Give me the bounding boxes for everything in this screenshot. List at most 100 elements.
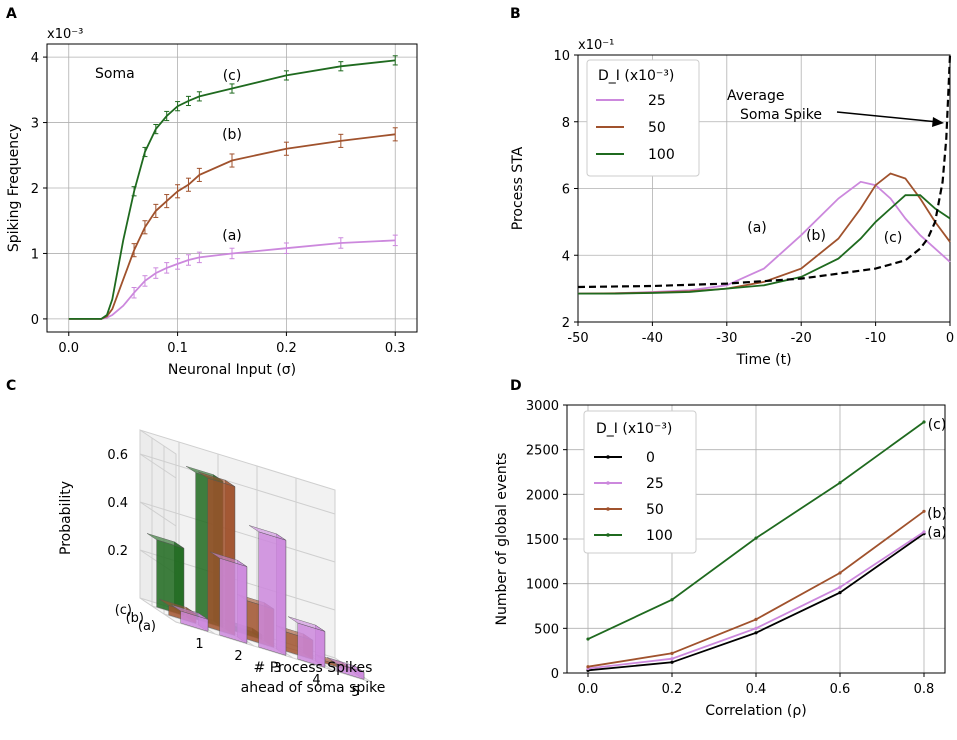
series-label-c: (c) [928, 417, 947, 433]
legend-title: D_I (x10⁻³) [598, 68, 674, 84]
data-point [838, 481, 842, 485]
panel-letter-b: B [510, 6, 521, 22]
x-tick-label: 0.3 [385, 341, 406, 356]
data-point [754, 536, 758, 540]
bar-front [258, 531, 287, 656]
x-tick-label: 4 [312, 673, 320, 688]
x-tick-label: 0.6 [830, 682, 851, 697]
y-tick-label: 3000 [526, 399, 559, 414]
x-axis-label-line-1: # Process Spikes [254, 660, 373, 676]
x-tick-label: 1 [195, 637, 203, 652]
legend-entry: 25 [646, 476, 664, 492]
panel-b-chart: -50 -40 -30 -20 -10 0 2 4 6 8 10 Time (t) Process ST… [510, 38, 954, 368]
y-tick-label: 1500 [526, 533, 559, 548]
bar-top [197, 471, 236, 487]
data-point [670, 657, 674, 661]
x-tick-label: -30 [716, 331, 737, 346]
plot-frame [577, 54, 951, 323]
y-tick-label: 2500 [526, 444, 559, 459]
legend-marker [606, 455, 610, 459]
y-tick-label: 3 [31, 117, 39, 132]
y-axis-label: Process STA [510, 146, 526, 230]
x-tick-label: 0.4 [746, 682, 767, 697]
x-tick-label: 0.1 [167, 341, 188, 356]
panel-letter-a: A [6, 6, 17, 22]
panel-letter-d: D [510, 378, 522, 394]
soma-annotation: Soma [95, 66, 135, 82]
data-point [754, 631, 758, 635]
legend-entry: 100 [648, 147, 675, 163]
legend-entry: 25 [648, 93, 666, 109]
plot-frame [46, 43, 418, 333]
series-label-b: (b) [806, 228, 826, 244]
annotation-arrow [836, 111, 939, 123]
data-point [670, 598, 674, 602]
row-label: (a) [138, 619, 156, 634]
data-point [922, 509, 926, 513]
bar-top [287, 616, 326, 632]
y-axis-label: Spiking Frequency [6, 124, 22, 252]
bar-top [146, 533, 185, 549]
data-point [838, 571, 842, 575]
series-label-a: (a) [747, 220, 767, 236]
legend-entry: 0 [646, 450, 655, 466]
data-point [586, 665, 590, 669]
bar-top [170, 604, 209, 620]
data-point [922, 530, 926, 534]
series-label-b: (b) [927, 506, 947, 522]
data-point [754, 626, 758, 630]
row-label: (c) [115, 603, 132, 618]
axis-scale-label: x10⁻¹ [578, 38, 614, 53]
y-tick-label: 2000 [526, 488, 559, 503]
series-label-c: (c) [223, 68, 242, 84]
series-line [577, 54, 952, 289]
legend-marker [606, 507, 610, 511]
series-label-b: (b) [222, 127, 242, 143]
panel-a-chart: 0.0 0.1 0.2 0.3 0 1 2 3 4 Neuronal Input (σ) Spiki… [6, 27, 418, 378]
y-tick-label: 500 [534, 622, 559, 637]
z-tick-label: 0.4 [107, 496, 128, 511]
z-tick-label: 0.6 [107, 448, 128, 463]
y-tick-label: 2 [562, 316, 570, 331]
bar-top [209, 551, 248, 567]
series-label-a: (a) [222, 228, 242, 244]
x-axis-label: Correlation (ρ) [705, 703, 806, 719]
x-tick-label: 0 [946, 331, 954, 346]
y-tick-label: 2 [31, 182, 39, 197]
x-tick-label: 5 [351, 685, 359, 700]
z-tick-label: 0.2 [107, 544, 128, 559]
x-tick-label: 0.2 [662, 682, 683, 697]
y-tick-label: 8 [562, 116, 570, 131]
x-tick-label: -10 [865, 331, 886, 346]
legend-entry: 50 [648, 120, 666, 136]
x-tick-label: 0.2 [276, 341, 297, 356]
bar-top [326, 657, 365, 673]
data-point [838, 591, 842, 595]
x-axis-label: Time (t) [735, 352, 791, 368]
x-axis-label: Neuronal Input (σ) [168, 362, 296, 378]
panel-letter-c: C [6, 378, 16, 394]
series-line [578, 194, 951, 295]
plot-frame [566, 404, 946, 674]
y-tick-label: 1 [31, 247, 39, 262]
y-tick-label: 0 [31, 313, 39, 328]
x-tick-label: 0.0 [578, 682, 599, 697]
annotation-arrowhead [932, 117, 944, 127]
legend-entry: 50 [646, 502, 664, 518]
data-point [670, 651, 674, 655]
x-axis-label-line-2: ahead of soma spike [241, 680, 386, 696]
axis-scale-label: x10⁻³ [47, 27, 83, 42]
x-tick-label: -20 [791, 331, 812, 346]
row-label: (b) [126, 611, 144, 626]
panel-c-chart: 0.2 0.4 0.6 1 2 3 4 5 (c)(b)(a) Probability # Proc… [58, 429, 386, 700]
x-tick-label: -50 [567, 331, 588, 346]
data-point [838, 585, 842, 589]
data-point [586, 637, 590, 641]
series-line [68, 59, 396, 320]
y-tick-label: 10 [553, 49, 570, 64]
legend-box [586, 59, 700, 177]
y-tick-label: 1000 [526, 578, 559, 593]
data-point [754, 617, 758, 622]
series-label-a: (a) [927, 525, 947, 541]
series-label-c: (c) [884, 230, 903, 246]
